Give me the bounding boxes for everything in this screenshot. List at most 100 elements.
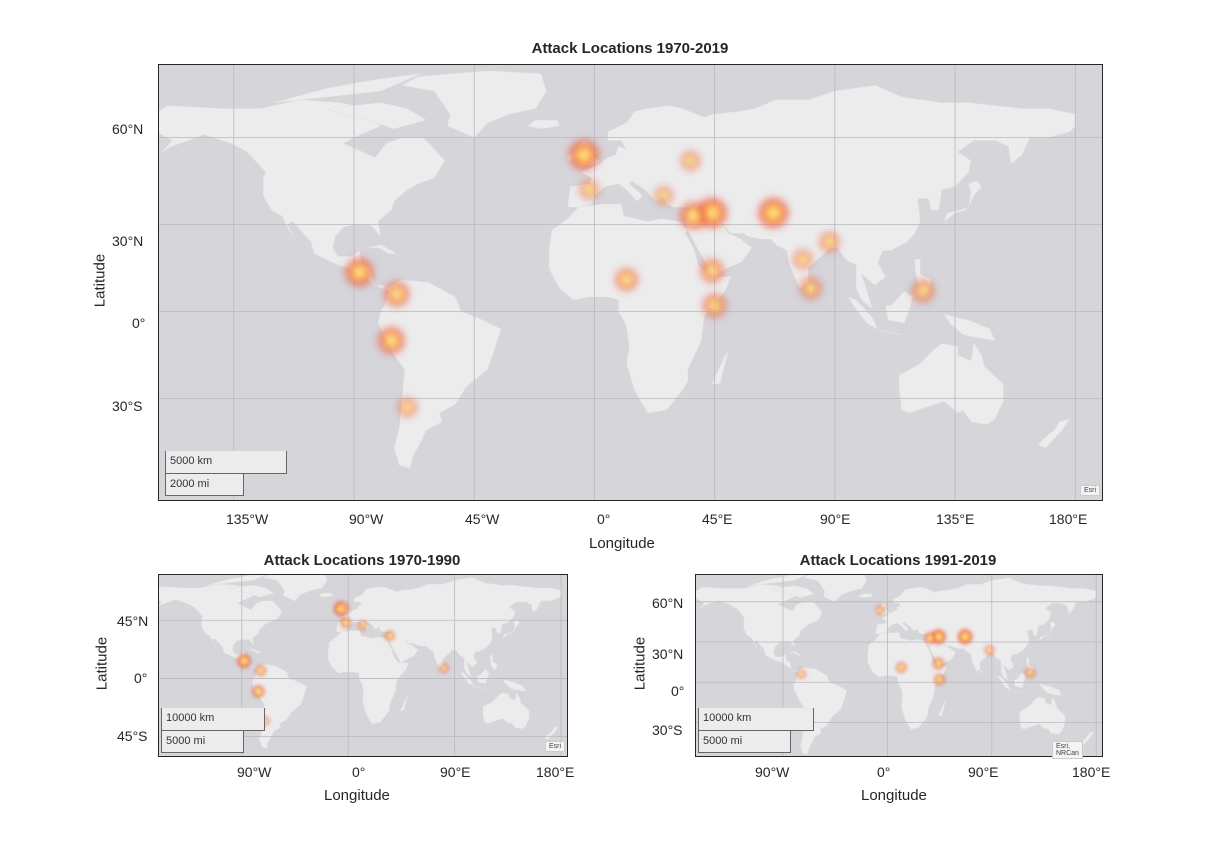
x-tick-label: 90°W [237,764,272,780]
y-axis-label: Latitude [93,636,111,691]
attack-hotspot [1023,666,1037,680]
map-title: Attack Locations 1991-2019 [799,552,997,569]
landmass [543,725,560,740]
attack-hotspot [874,603,887,616]
scale-bar-mi: 5000 mi [161,731,244,753]
attack-hotspot [923,630,938,646]
landmass [472,685,485,690]
landmass [502,679,527,692]
x-axis-label: Longitude [861,787,927,804]
landmass [317,592,334,598]
x-tick-label: 45°W [465,511,500,527]
attack-hotspot [576,177,602,202]
landmass [1038,621,1056,642]
landmass [526,119,561,130]
scale-bar-km: 10000 km [161,708,265,731]
attack-hotspot [235,652,253,670]
attack-hotspot [790,247,815,272]
x-tick-label: 45°E [702,511,733,527]
attack-hotspot [697,256,727,286]
y-tick-label: 0° [134,670,148,686]
landmass [247,648,261,653]
landmass [1079,731,1095,746]
map-axes-bottom-right[interactable] [695,574,1103,757]
attack-hotspot [437,662,451,675]
x-tick-label: 135°W [226,511,269,527]
landmass [367,244,397,254]
attack-hotspot [955,627,975,646]
basemap [696,575,1102,756]
landmass [696,584,823,672]
attack-hotspot [253,663,268,678]
scale-bar-km: 10000 km [698,708,814,731]
y-tick-label: 45°S [117,728,148,744]
attack-hotspot [983,643,996,657]
y-tick-label: 30°S [112,398,143,414]
landmass [489,654,498,670]
y-tick-label: 45°N [117,613,149,629]
landmass [874,328,902,336]
y-tick-label: 30°S [652,722,683,738]
attack-hotspot [755,194,792,232]
x-tick-label: 135°E [936,511,975,527]
landmass [770,585,816,599]
attack-hotspot [356,619,369,632]
attack-hotspot [908,277,938,306]
landmass [937,700,946,717]
x-tick-label: 180°E [1049,511,1088,527]
landmass [1009,690,1021,694]
attack-hotspot [894,660,909,675]
scale-bar-km: 5000 km [165,451,287,474]
attack-hotspot [678,148,703,173]
landmass [482,691,530,730]
landmass [943,180,983,223]
scale-bar-mi: 5000 mi [698,731,791,753]
x-tick-label: 0° [352,764,366,780]
attack-hotspot [383,629,397,643]
attack-hotspot [652,183,676,208]
map-axes-top[interactable] [158,64,1103,501]
landmass [326,102,427,130]
x-tick-label: 90°W [755,764,790,780]
attack-hotspot [932,672,947,687]
landmass [979,669,983,676]
attack-hotspot [395,395,420,420]
landmass [857,593,873,599]
map-title: Attack Locations 1970-1990 [263,552,461,569]
landmass [847,296,879,330]
y-tick-label: 0° [671,683,685,699]
attack-hotspot [931,656,946,671]
landmass [793,667,848,756]
attack-hotspot [676,199,710,233]
heatmap-layer [342,136,938,420]
landmass [262,575,328,602]
landmass [1019,696,1066,735]
attack-hotspot [816,229,843,255]
y-tick-label: 60°N [652,595,684,611]
landmass [476,668,490,684]
attack-hotspot [700,291,730,321]
attack-hotspot [342,254,377,290]
x-tick-label: 0° [597,511,611,527]
attack-hotspot [331,599,351,618]
map-attribution: Esri, NRCan [1052,741,1083,759]
x-tick-label: 90°E [820,511,851,527]
attack-hotspot [795,668,808,680]
y-tick-label: 0° [132,315,146,331]
map-title: Attack Locations 1970-2019 [531,40,729,57]
scale-bar-mi: 2000 mi [165,474,244,496]
landmass [1038,683,1062,697]
x-tick-label: 90°W [349,511,384,527]
map-attribution: Esri [1080,485,1101,496]
landmass [1037,418,1071,449]
y-tick-label: 60°N [112,121,144,137]
attack-hotspot [612,265,641,294]
x-axis-label: Longitude [324,787,390,804]
attack-hotspot [565,136,603,174]
landmass [748,575,807,586]
attack-hotspot [250,683,267,700]
heatmap-layer [235,599,451,727]
landmass [1013,672,1026,688]
x-tick-label: 180°E [536,764,575,780]
landmass [885,290,913,324]
